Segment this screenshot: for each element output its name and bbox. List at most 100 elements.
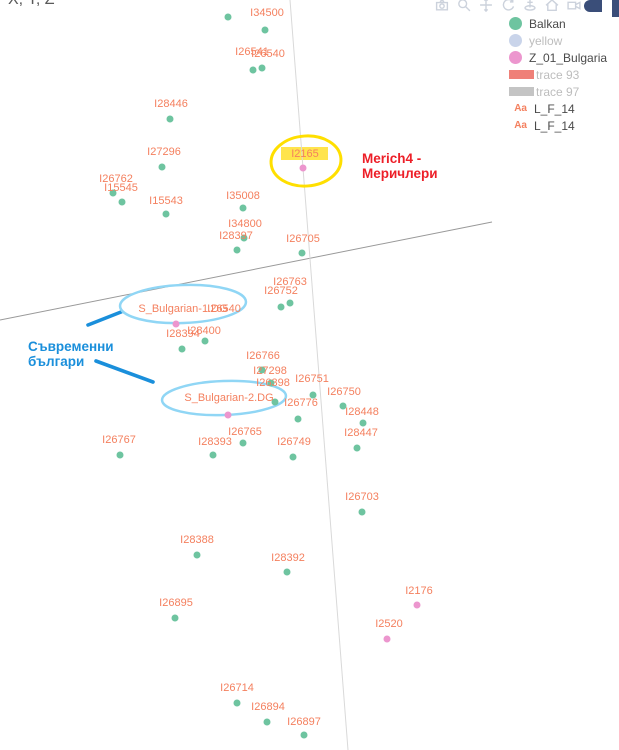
legend-item-yellow[interactable]: yellow (509, 32, 607, 49)
point-label: I26541 (235, 46, 269, 58)
legend-item-z-01-bulgaria[interactable]: Z_01_Bulgaria (509, 49, 607, 66)
point-label: I27296 (147, 146, 181, 158)
point-i35008[interactable] (239, 204, 247, 212)
point-i26765[interactable] (239, 439, 247, 447)
point-label: I28397 (219, 230, 253, 242)
legend-swatch-icon (509, 34, 522, 47)
point-i26762[interactable] (109, 189, 117, 197)
point-label: I2176 (405, 585, 433, 597)
point-i26714[interactable] (233, 699, 241, 707)
point-i34800[interactable] (240, 234, 248, 242)
orbit-rotation-icon[interactable] (497, 0, 519, 15)
point-i26894[interactable] (263, 718, 271, 726)
point-label: I26750 (327, 386, 361, 398)
annotation-merich-line1: Merich4 - (362, 151, 422, 166)
pan-icon[interactable] (475, 0, 497, 15)
data-point[interactable] (261, 26, 269, 34)
reset-camera-icon[interactable] (541, 0, 563, 15)
merich-circle (269, 134, 343, 188)
point-i15543[interactable] (162, 210, 170, 218)
point-i26897[interactable] (300, 731, 308, 739)
point-i26776[interactable] (271, 398, 279, 406)
turntable-rotation-icon[interactable] (519, 0, 541, 15)
point-i26750[interactable] (339, 402, 347, 410)
point-label: I26766 (246, 350, 280, 362)
point-label: I34800 (228, 218, 262, 230)
point-label: I26767 (102, 434, 136, 446)
zoom-icon[interactable] (453, 0, 475, 15)
point-i2176[interactable] (413, 601, 421, 609)
point-i26749[interactable] (289, 453, 297, 461)
point-i26540[interactable] (258, 64, 266, 72)
point-i28394[interactable] (178, 345, 186, 353)
point-i26895[interactable] (171, 614, 179, 622)
point-label: I26540 (207, 303, 241, 315)
point-i34500[interactable] (224, 13, 232, 21)
data-point[interactable] (294, 415, 302, 423)
point-i28392[interactable] (283, 568, 291, 576)
point-i26752[interactable] (277, 303, 285, 311)
point-i28393[interactable] (209, 451, 217, 459)
point-label: I26763 (273, 276, 307, 288)
point-i26766[interactable] (258, 366, 266, 374)
legend-item-trace-93[interactable]: trace 93 (509, 66, 607, 83)
point-i2520[interactable] (383, 635, 391, 643)
point-label: S_Bulgarian-2.DG (184, 392, 274, 404)
point-i28447[interactable] (353, 444, 361, 452)
point-label: I34500 (250, 7, 284, 19)
point-i2165[interactable] (299, 164, 307, 172)
point-label: I26751 (295, 373, 329, 385)
point-label: I28448 (345, 406, 379, 418)
point-i26703[interactable] (358, 508, 366, 516)
yellow-highlight-box (281, 147, 328, 160)
point-i28446[interactable] (166, 115, 174, 123)
browser-corner-shape (584, 0, 602, 12)
point-label: I26705 (286, 233, 320, 245)
point-i27298[interactable] (267, 379, 275, 387)
point-label: I2520 (375, 618, 403, 630)
point-label: S_Bulgarian-1.DG (138, 303, 228, 315)
point-i26763[interactable] (286, 299, 294, 307)
point-label: I26762 (99, 173, 133, 185)
point-label: I26776 (284, 397, 318, 409)
point-i26767[interactable] (116, 451, 124, 459)
legend-item-l-f-14[interactable]: Aa L_F_14 (509, 100, 607, 117)
axis-line-vertical (289, 0, 349, 750)
point-i28448[interactable] (359, 419, 367, 427)
legend-swatch-icon: Aa (514, 120, 527, 131)
camera-icon[interactable] (431, 0, 453, 15)
point-label: I28393 (198, 436, 232, 448)
legend: Balkan yellow Z_01_Bulgaria trace 93 trace 9… (509, 15, 607, 134)
point-i15545[interactable] (118, 198, 126, 206)
point-label: I2165 (291, 148, 319, 160)
point-label: I26703 (345, 491, 379, 503)
annotation-modern-bulgarians: Съвременни българи (28, 339, 114, 369)
point-label: I15543 (149, 195, 183, 207)
point-label: I26749 (277, 436, 311, 448)
legend-item-l-f-14[interactable]: Aa L_F_14 (509, 117, 607, 134)
pointer-arrow-2 (94, 359, 155, 384)
point-i26541[interactable] (249, 66, 257, 74)
point-s-bulgarian-2-dg[interactable] (224, 411, 232, 419)
point-i28397[interactable] (233, 246, 241, 254)
legend-label: Balkan (529, 16, 566, 31)
point-i26751[interactable] (309, 391, 317, 399)
trace-line-diagonal (0, 221, 493, 321)
legend-item-trace-97[interactable]: trace 97 (509, 83, 607, 100)
legend-item-balkan[interactable]: Balkan (509, 15, 607, 32)
point-label: I28400 (187, 325, 221, 337)
modebar (431, 0, 585, 17)
point-i28388[interactable] (193, 551, 201, 559)
point-i27296[interactable] (158, 163, 166, 171)
point-s-bulgarian-1-dg[interactable] (172, 320, 180, 328)
point-label: I28447 (344, 427, 378, 439)
video-camera-icon[interactable] (563, 0, 585, 15)
point-i28400[interactable] (201, 337, 209, 345)
point-label: I27298 (253, 365, 287, 377)
point-label: I15545 (104, 182, 138, 194)
point-label: I26897 (287, 716, 321, 728)
point-i26705[interactable] (298, 249, 306, 257)
point-label: I28394 (166, 328, 200, 340)
point-label: I26398 (256, 377, 290, 389)
